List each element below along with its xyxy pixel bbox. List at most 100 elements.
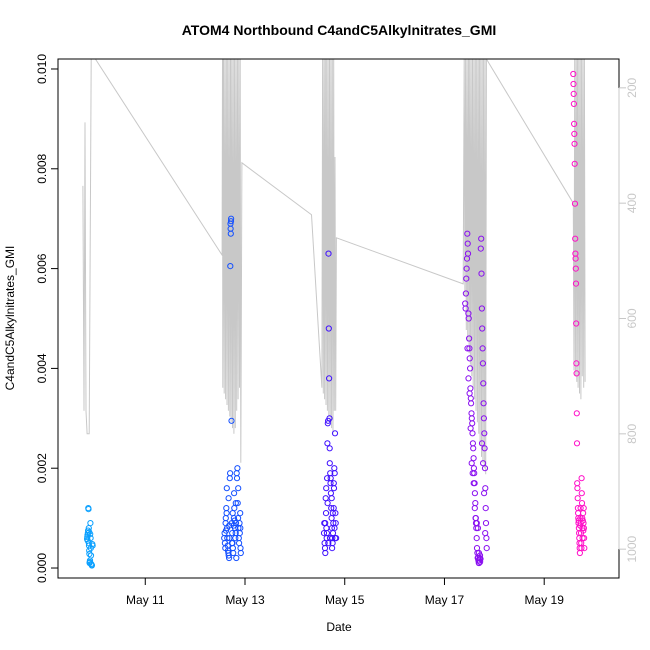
data-point [230,549,237,557]
data-point [470,465,477,472]
data-point [573,410,580,417]
data-point [476,552,484,559]
data-point [482,530,489,537]
data-point [580,527,587,534]
data-point [226,554,233,562]
data-point [480,380,487,387]
data-point [323,530,330,537]
data-point [323,485,330,492]
data-point [478,270,485,277]
data-point [326,375,333,382]
data-point [481,465,489,472]
points-layer [84,70,588,569]
data-point [467,425,474,432]
data-point [470,480,477,487]
y-axis-label: C4andC5Alkylnitrates_GMI [3,246,17,391]
data-point [229,509,236,517]
data-point [223,509,230,517]
data-point [574,485,581,492]
data-point [223,505,230,512]
data-point [469,430,476,437]
series-flight2 [221,215,244,562]
data-point [463,265,470,272]
data-point [326,460,333,467]
data-point [468,460,475,467]
data-point [234,500,241,507]
data-point [331,525,338,532]
data-point [573,440,581,447]
plot-frame [57,58,620,579]
data-point [472,500,479,507]
pressure-trace-layer [82,59,586,475]
data-point [580,509,587,517]
y2-tick-label: 600 [625,308,639,328]
data-point [480,415,487,422]
data-point [226,475,233,482]
data-point [466,345,473,352]
data-point [332,535,339,542]
data-point [469,470,476,477]
y-tick-label: 0.000 [35,553,49,583]
data-point [482,485,489,492]
data-point [87,535,94,542]
series-flight4 [462,230,490,567]
data-point [228,540,236,547]
data-point [468,400,475,407]
data-point [86,550,93,558]
series-flight3 [320,250,340,557]
y2-axis: 200 400 600 800 1000 [618,78,639,563]
data-point [572,280,580,287]
data-point [477,558,484,566]
data-point [224,535,231,542]
data-point [478,305,485,312]
data-point [478,235,485,242]
data-point [228,215,235,222]
data-point [467,365,474,372]
data-point [223,485,230,492]
data-point [227,470,234,477]
data-point [578,500,586,507]
data-point [574,480,581,487]
data-point [236,520,243,527]
data-point [331,430,339,437]
data-point [330,485,338,492]
data-point [479,360,486,367]
data-point [464,230,471,237]
data-point [462,305,469,312]
data-point [467,385,474,392]
data-point [237,509,244,517]
data-point [571,200,579,207]
data-point [571,130,578,137]
data-point [227,263,234,270]
data-point [329,509,336,517]
data-point [581,535,588,542]
data-point [233,470,240,477]
data-point [482,505,489,512]
data-point [331,470,338,477]
data-point [467,395,474,402]
data-point [227,218,235,225]
y-tick-label: 0.004 [35,353,49,383]
data-point [232,530,239,537]
data-point [326,445,333,452]
data-point [570,70,577,78]
x-tick-label: May 11 [126,593,165,607]
data-point [570,90,577,98]
data-point [469,440,476,447]
data-point [323,525,330,532]
data-point [322,549,329,557]
data-point [463,275,470,282]
x-tick-label: May 15 [325,593,365,607]
data-point [572,235,579,242]
data-point [469,420,476,427]
data-point [575,509,582,517]
data-point [571,120,578,128]
data-point [229,530,236,537]
data-point [332,509,339,517]
data-point [481,430,488,437]
data-point [87,552,95,559]
data-point [579,517,586,524]
data-point [324,475,331,482]
data-point [222,515,229,522]
